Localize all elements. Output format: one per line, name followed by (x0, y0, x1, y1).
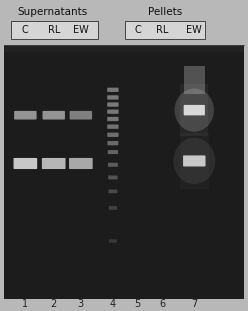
Bar (180, 133, 209, 189)
FancyBboxPatch shape (108, 190, 117, 193)
FancyBboxPatch shape (107, 102, 119, 107)
FancyBboxPatch shape (69, 158, 93, 169)
Bar (181, 84, 208, 136)
Text: 1: 1 (22, 299, 29, 309)
FancyBboxPatch shape (14, 158, 37, 169)
FancyBboxPatch shape (107, 117, 119, 121)
FancyBboxPatch shape (70, 111, 92, 119)
Bar (184, 66, 205, 94)
Text: 6: 6 (159, 299, 165, 309)
FancyBboxPatch shape (107, 124, 119, 129)
FancyBboxPatch shape (107, 141, 118, 145)
Text: Supernatants: Supernatants (17, 7, 88, 17)
Text: EW: EW (73, 25, 89, 35)
Text: EW: EW (186, 25, 202, 35)
FancyBboxPatch shape (107, 132, 119, 137)
FancyBboxPatch shape (108, 150, 118, 154)
FancyBboxPatch shape (108, 163, 118, 167)
Ellipse shape (175, 89, 214, 132)
Text: RL: RL (48, 25, 60, 35)
Text: 2: 2 (51, 299, 57, 309)
FancyBboxPatch shape (14, 111, 36, 119)
Text: C: C (22, 25, 29, 35)
Text: Pellets: Pellets (148, 7, 182, 17)
Text: 7: 7 (191, 299, 197, 309)
Text: RL: RL (156, 25, 168, 35)
Bar (4, 45, 244, 52)
FancyBboxPatch shape (184, 105, 205, 115)
FancyBboxPatch shape (42, 111, 65, 119)
Ellipse shape (173, 138, 215, 184)
FancyBboxPatch shape (107, 109, 119, 114)
Bar (11, 21, 98, 39)
FancyBboxPatch shape (108, 175, 118, 179)
Text: 5: 5 (134, 299, 141, 309)
FancyBboxPatch shape (183, 156, 206, 166)
Bar (125, 21, 205, 39)
Text: C: C (134, 25, 141, 35)
FancyBboxPatch shape (107, 88, 119, 92)
FancyBboxPatch shape (42, 158, 65, 169)
Text: 4: 4 (110, 299, 116, 309)
Bar (4, 45, 244, 299)
FancyBboxPatch shape (109, 239, 117, 243)
FancyBboxPatch shape (109, 206, 117, 210)
FancyBboxPatch shape (107, 95, 119, 100)
Text: 3: 3 (78, 299, 84, 309)
